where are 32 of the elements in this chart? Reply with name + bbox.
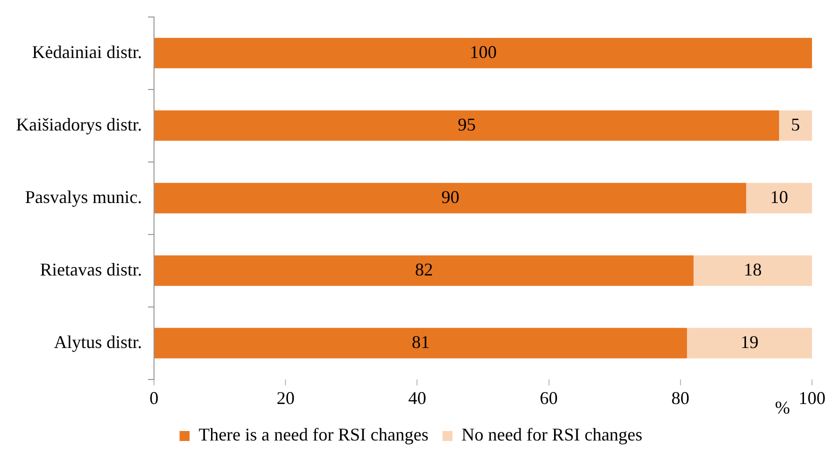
- bar: [779, 110, 812, 141]
- y-tick-label: Alytus distr.: [54, 332, 142, 352]
- data-label: 95: [458, 114, 476, 134]
- y-tick-label: Kėdainiai distr.: [32, 42, 142, 62]
- bar: [154, 328, 687, 358]
- x-tick-label: 20: [276, 388, 295, 408]
- bar: [154, 182, 746, 214]
- x-axis-title: %: [775, 398, 790, 418]
- legend-label: There is a need for RSI changes: [198, 424, 428, 445]
- data-label: 19: [740, 332, 758, 352]
- data-label: 100: [470, 42, 497, 62]
- data-label: 10: [770, 186, 788, 207]
- bar: [154, 255, 694, 286]
- bar: [694, 255, 812, 286]
- x-tick-label: 80: [671, 388, 690, 408]
- data-label: 82: [415, 259, 434, 280]
- data-label: 81: [412, 332, 430, 352]
- data-label: 90: [441, 186, 460, 207]
- data-label: 5: [791, 114, 800, 134]
- x-tick-label: 60: [540, 388, 558, 408]
- x-tick-label: 40: [408, 388, 426, 408]
- x-tick-label: 100: [798, 388, 826, 408]
- bar: [154, 110, 780, 141]
- data-label: 18: [744, 259, 762, 280]
- bar: [746, 182, 812, 214]
- bar: [154, 38, 812, 68]
- y-tick-label: Kaišiadorys distr.: [16, 114, 142, 134]
- bar: [686, 328, 812, 358]
- y-tick-label: Rietavas distr.: [40, 259, 142, 280]
- legend-label: No need for RSI changes: [461, 424, 642, 445]
- x-tick-label: 0: [149, 388, 158, 408]
- y-tick-label: Pasvalys munic.: [24, 186, 142, 207]
